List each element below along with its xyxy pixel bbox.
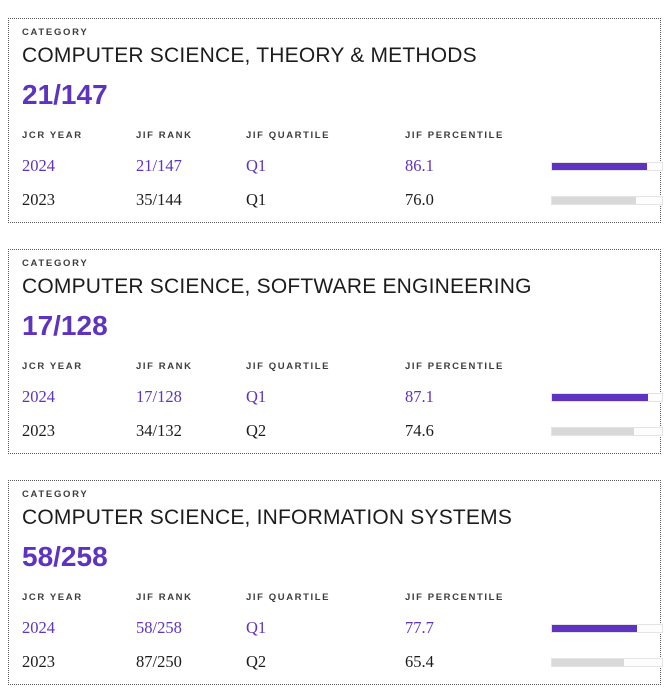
- category-label: CATEGORY: [22, 489, 89, 500]
- header-jif-quartile: JIF QUARTILE: [246, 130, 331, 141]
- table-row: 2024 21/147 Q1 86.1: [22, 156, 663, 176]
- category-title: COMPUTER SCIENCE, INFORMATION SYSTEMS: [22, 506, 513, 529]
- table-row: 2024 58/258 Q1 77.7: [22, 618, 663, 638]
- header-jif-quartile: JIF QUARTILE: [246, 592, 331, 603]
- jif-percentile-cell: 74.6: [405, 421, 434, 440]
- jif-rank-cell: 35/144: [136, 190, 182, 209]
- percentile-bar-track: [551, 623, 663, 633]
- category-rank-card: CATEGORY COMPUTER SCIENCE, THEORY & METH…: [8, 18, 663, 223]
- percentile-bar-cell: [551, 426, 663, 436]
- jif-percentile-cell: 65.4: [405, 652, 434, 671]
- percentile-bar-track: [551, 161, 663, 171]
- jif-percentile-cell: 86.1: [405, 156, 434, 175]
- percentile-bar-track: [551, 657, 663, 667]
- header-jif-rank: JIF RANK: [136, 361, 193, 372]
- jif-quartile-cell: Q1: [246, 156, 267, 175]
- jif-rank-cell: 87/250: [136, 652, 182, 671]
- percentile-bar-fill: [552, 196, 636, 204]
- jcr-year-cell: 2024: [22, 387, 55, 406]
- table-row: 2023 35/144 Q1 76.0: [22, 190, 663, 210]
- jif-quartile-cell: Q1: [246, 190, 267, 209]
- table-row: 2023 87/250 Q2 65.4: [22, 652, 663, 672]
- jif-percentile-cell: 76.0: [405, 190, 434, 209]
- percentile-bar-track: [551, 392, 663, 402]
- percentile-bar-fill: [552, 427, 635, 435]
- jcr-year-cell: 2023: [22, 421, 55, 440]
- category-label: CATEGORY: [22, 27, 89, 38]
- header-jcr-year: JCR YEAR: [22, 130, 83, 141]
- jif-rank-table: JCR YEAR JIF RANK JIF QUARTILE JIF PERCE…: [22, 361, 663, 441]
- jif-rank-table: JCR YEAR JIF RANK JIF QUARTILE JIF PERCE…: [22, 592, 663, 672]
- category-rank-value: 17/128: [22, 310, 108, 341]
- jif-rank-cell: 17/128: [136, 387, 182, 406]
- jcr-year-cell: 2024: [22, 618, 55, 637]
- jcr-year-cell: 2024: [22, 156, 55, 175]
- table-row: 2023 34/132 Q2 74.6: [22, 421, 663, 441]
- category-rank-value: 21/147: [22, 79, 108, 110]
- percentile-bar-fill: [552, 393, 648, 401]
- header-jcr-year: JCR YEAR: [22, 592, 83, 603]
- jif-rank-table: JCR YEAR JIF RANK JIF QUARTILE JIF PERCE…: [22, 130, 663, 210]
- jif-percentile-cell: 87.1: [405, 387, 434, 406]
- header-jif-rank: JIF RANK: [136, 130, 193, 141]
- category-rank-value: 58/258: [22, 541, 108, 572]
- percentile-bar-cell: [551, 657, 663, 667]
- jif-quartile-cell: Q1: [246, 618, 267, 637]
- percentile-bar-cell: [551, 161, 663, 171]
- category-title: COMPUTER SCIENCE, THEORY & METHODS: [22, 44, 477, 67]
- table-header-row: JCR YEAR JIF RANK JIF QUARTILE JIF PERCE…: [22, 361, 647, 373]
- percentile-bar-cell: [551, 195, 663, 205]
- header-jif-percentile: JIF PERCENTILE: [405, 592, 504, 603]
- header-jif-percentile: JIF PERCENTILE: [405, 361, 504, 372]
- category-rank-card: CATEGORY COMPUTER SCIENCE, SOFTWARE ENGI…: [8, 249, 663, 454]
- jcr-year-cell: 2023: [22, 652, 55, 671]
- header-jif-quartile: JIF QUARTILE: [246, 361, 331, 372]
- jcr-year-cell: 2023: [22, 190, 55, 209]
- jif-quartile-cell: Q2: [246, 652, 267, 671]
- table-header-row: JCR YEAR JIF RANK JIF QUARTILE JIF PERCE…: [22, 592, 647, 604]
- jif-quartile-cell: Q2: [246, 421, 267, 440]
- percentile-bar-cell: [551, 392, 663, 402]
- category-title: COMPUTER SCIENCE, SOFTWARE ENGINEERING: [22, 275, 532, 298]
- table-row: 2024 17/128 Q1 87.1: [22, 387, 663, 407]
- jif-percentile-cell: 77.7: [405, 618, 434, 637]
- percentile-bar-fill: [552, 658, 624, 666]
- jif-rank-cell: 34/132: [136, 421, 182, 440]
- percentile-bar-fill: [552, 624, 638, 632]
- percentile-bar-track: [551, 426, 663, 436]
- percentile-bar-cell: [551, 623, 663, 633]
- category-rank-card: CATEGORY COMPUTER SCIENCE, INFORMATION S…: [8, 480, 663, 685]
- category-label: CATEGORY: [22, 258, 89, 269]
- header-jif-rank: JIF RANK: [136, 592, 193, 603]
- percentile-bar-fill: [552, 162, 647, 170]
- jif-rank-cell: 21/147: [136, 156, 182, 175]
- header-jcr-year: JCR YEAR: [22, 361, 83, 372]
- percentile-bar-track: [551, 195, 663, 205]
- jif-rank-cell: 58/258: [136, 618, 182, 637]
- jif-quartile-cell: Q1: [246, 387, 267, 406]
- table-header-row: JCR YEAR JIF RANK JIF QUARTILE JIF PERCE…: [22, 130, 647, 142]
- header-jif-percentile: JIF PERCENTILE: [405, 130, 504, 141]
